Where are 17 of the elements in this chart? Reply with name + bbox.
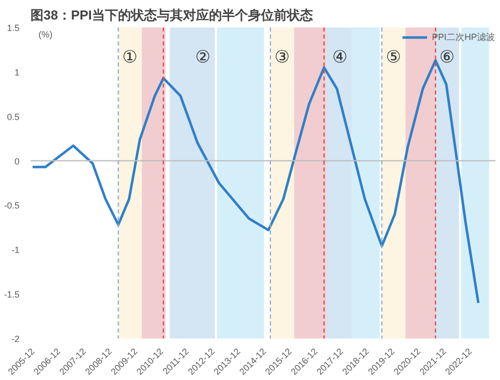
y-tick-label: -0.5 xyxy=(4,200,20,211)
y-tick-label: 0.5 xyxy=(6,112,20,122)
band-label: ④ xyxy=(332,48,348,68)
band-label: ② xyxy=(195,48,210,68)
band-label: ⑤ xyxy=(386,48,402,68)
y-tick-label: 1 xyxy=(14,67,20,78)
y-tick-label: -1 xyxy=(12,245,20,256)
y-tick-label: -2 xyxy=(12,334,20,344)
y-tick-label: 0 xyxy=(14,156,20,166)
band-label: ③ xyxy=(274,48,290,68)
legend-label: PPI二次HP滤波 xyxy=(432,30,495,44)
band-label: ⑥ xyxy=(439,48,455,68)
y-tick-label: 1.5 xyxy=(6,23,20,33)
chart-title: 图38：PPI当下的状态与其对应的半个身位前状态 xyxy=(30,8,314,22)
y-axis-title: (%) xyxy=(38,30,52,40)
y-tick-label: -1.5 xyxy=(4,290,20,300)
band-label: ① xyxy=(122,48,138,68)
